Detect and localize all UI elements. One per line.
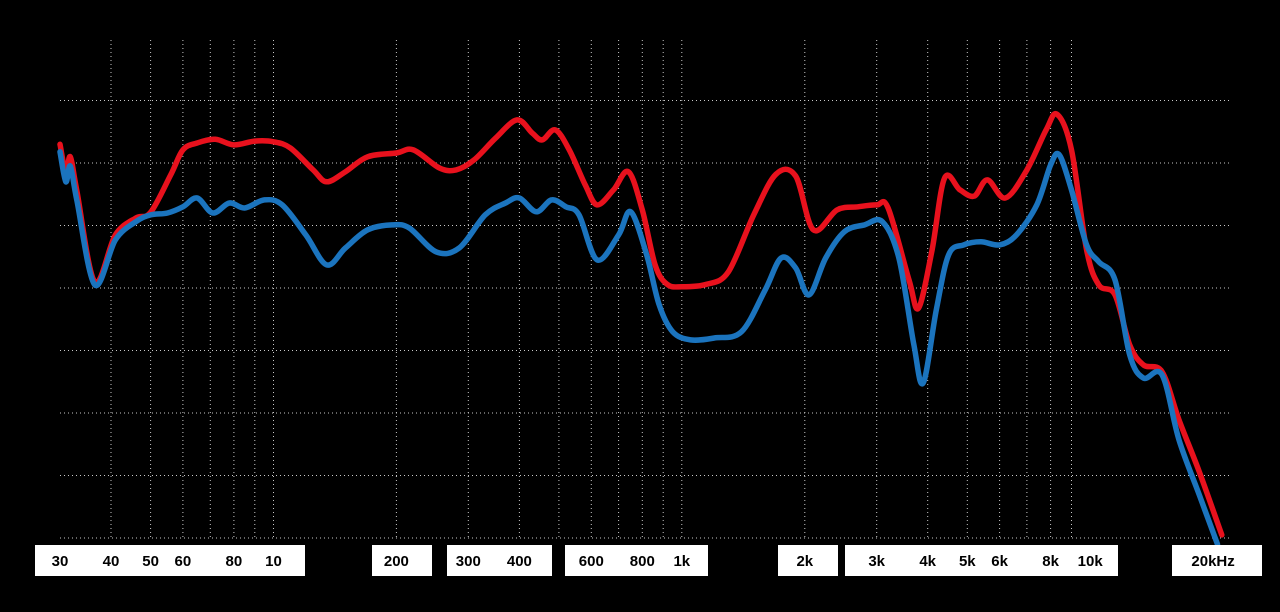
x-axis-label-box xyxy=(778,545,838,576)
x-tick-label: 200 xyxy=(384,553,409,570)
red-trace-curve xyxy=(57,110,1225,538)
x-axis-label-box xyxy=(1172,545,1262,576)
x-axis-label-box xyxy=(372,545,432,576)
x-tick-label: 6k xyxy=(991,553,1008,570)
x-axis-label-box xyxy=(447,545,552,576)
x-tick-label: 20kHz xyxy=(1191,553,1234,570)
x-axis: 30 40 50 60 80 10 200 300 400 600 800 1k 2k 3k 4k 5k 6k 8… xyxy=(35,545,1262,576)
x-tick-label: 30 xyxy=(52,553,69,570)
x-tick-label: 1k xyxy=(673,553,690,570)
x-tick-label: 10k xyxy=(1078,553,1104,570)
x-axis-label-box xyxy=(35,545,305,576)
x-tick-label: 600 xyxy=(579,553,604,570)
x-tick-label: 800 xyxy=(630,553,655,570)
x-tick-label: 8k xyxy=(1042,553,1059,570)
x-axis-label-box xyxy=(565,545,708,576)
x-axis-label-box xyxy=(845,545,1118,576)
x-tick-label: 400 xyxy=(507,553,532,570)
x-tick-label: 300 xyxy=(456,553,481,570)
x-tick-label: 60 xyxy=(175,553,192,570)
x-tick-label: 4k xyxy=(919,553,936,570)
x-tick-label: 2k xyxy=(796,553,813,570)
x-tick-label: 5k xyxy=(959,553,976,570)
x-tick-label: 10 xyxy=(265,553,282,570)
x-tick-label: 3k xyxy=(868,553,885,570)
x-tick-label: 40 xyxy=(103,553,120,570)
x-tick-label: 80 xyxy=(226,553,243,570)
x-tick-label: 50 xyxy=(142,553,159,570)
blue-trace-curve xyxy=(57,149,1221,548)
